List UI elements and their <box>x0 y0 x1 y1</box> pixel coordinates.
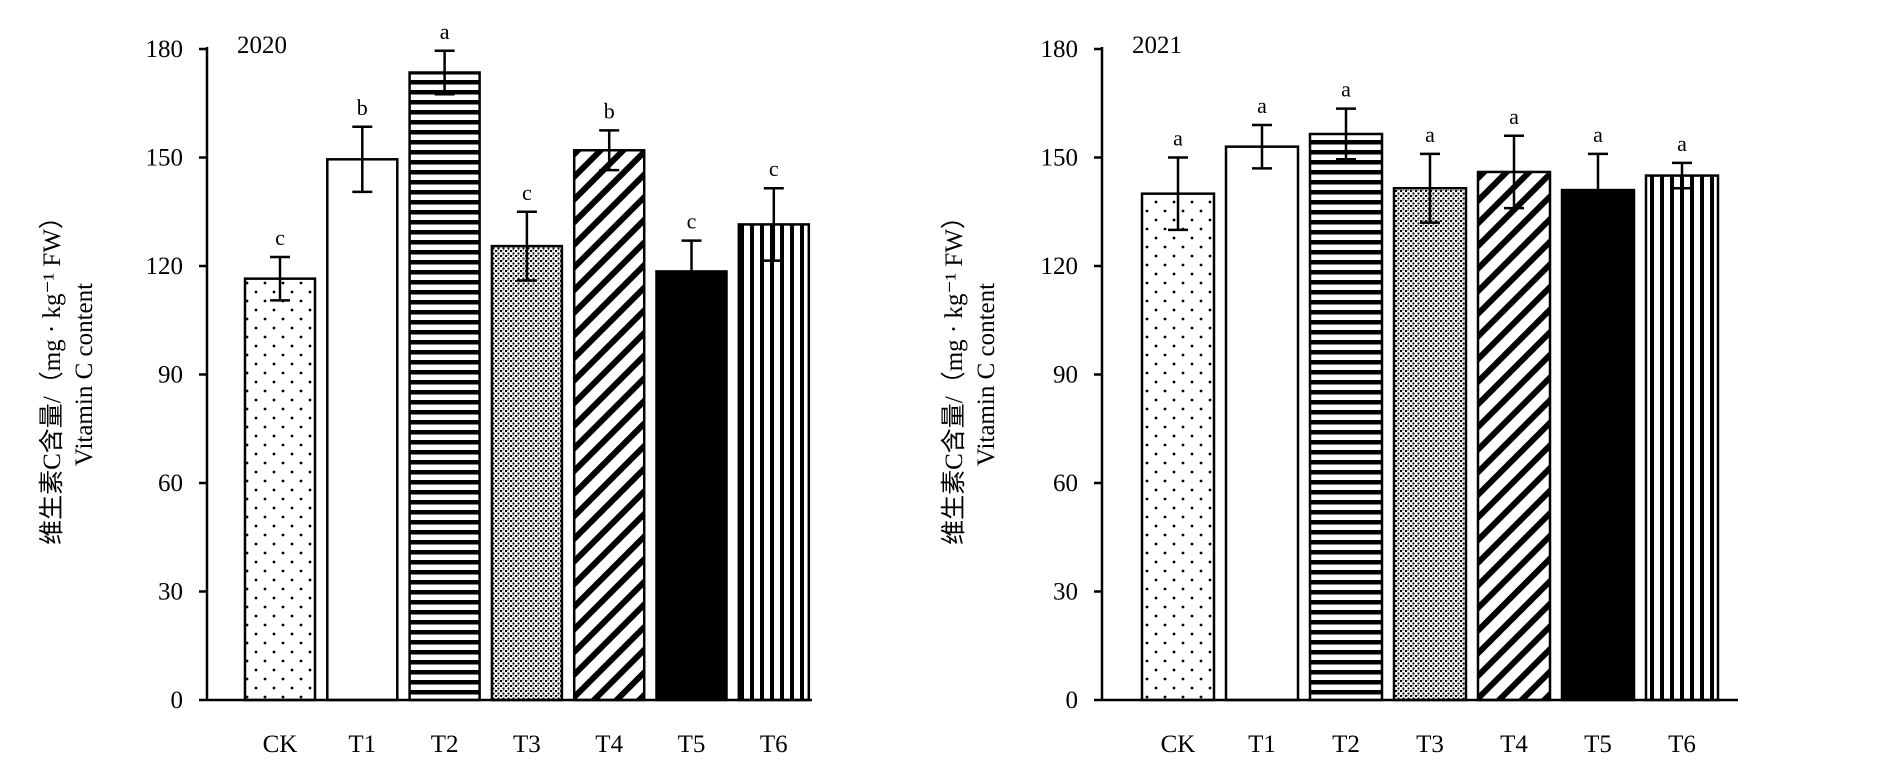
y-tick-label: 60 <box>1053 470 1078 497</box>
bar-T6 <box>737 223 811 702</box>
bar-T4 <box>572 149 646 702</box>
significance-label-T4: a <box>1509 104 1519 129</box>
significance-label-T2: a <box>440 19 450 44</box>
bar-T4 <box>1476 170 1552 702</box>
bar-CK <box>243 277 317 702</box>
bar-T5 <box>655 270 728 702</box>
significance-label-T4: b <box>604 98 615 123</box>
y-axis-label-en: Vitamin C content <box>71 283 98 466</box>
error-bar-T4 <box>1504 134 1524 210</box>
error-bar-T1 <box>1252 123 1272 170</box>
significance-label-T1: a <box>1257 93 1267 118</box>
y-tick-label: 150 <box>146 145 184 172</box>
category-label-T2: T2 <box>431 731 459 758</box>
significance-label-T6: c <box>769 156 779 181</box>
bar-T2 <box>408 71 481 702</box>
category-label-T6: T6 <box>1668 731 1696 758</box>
significance-label-T3: c <box>522 180 532 205</box>
error-bar-T5 <box>1588 152 1608 228</box>
y-tick-label: 0 <box>1066 687 1079 714</box>
significance-label-T3: a <box>1425 122 1435 147</box>
chart-panel-2020: c CK b T1 a T2 c T3 b T4 c T5 c T6 0 30 60 90 120 150 180 202… <box>38 19 812 758</box>
bar-T1 <box>326 158 399 702</box>
category-label-T5: T5 <box>1584 731 1612 758</box>
error-bar-T4 <box>599 129 620 172</box>
bar-T2 <box>1308 132 1384 702</box>
category-label-T6: T6 <box>760 731 788 758</box>
bar-T1 <box>1224 145 1300 702</box>
year-label: 2020 <box>237 32 287 59</box>
chart-panel-2021: a CK a T1 a T2 a T3 a T4 a T5 a T6 0 30 60 90 120 150 180 202… <box>940 32 1738 758</box>
y-tick-label: 60 <box>158 470 183 497</box>
bar-T3 <box>490 244 564 702</box>
y-tick-label: 90 <box>1053 362 1078 389</box>
category-label-T4: T4 <box>595 731 623 758</box>
y-tick-label: 120 <box>1041 253 1079 280</box>
category-label-CK: CK <box>263 731 298 758</box>
error-bar-T2 <box>1336 107 1356 161</box>
year-label: 2021 <box>1132 32 1182 59</box>
error-bar-T2 <box>434 49 455 96</box>
category-label-T5: T5 <box>678 731 706 758</box>
y-axis-label-en: Vitamin C content <box>973 283 1000 466</box>
y-tick-label: 180 <box>146 36 184 63</box>
y-tick-label: 30 <box>1053 579 1078 606</box>
significance-label-CK: c <box>275 225 285 250</box>
category-label-T1: T1 <box>1248 731 1276 758</box>
error-bar-T5 <box>681 239 702 304</box>
y-tick-label: 180 <box>1041 36 1079 63</box>
bar-T5 <box>1560 188 1636 702</box>
error-bar-CK <box>1168 156 1188 232</box>
y-tick-label: 0 <box>171 687 184 714</box>
y-axis-label-cn: 维生素C含量/（mg · kg⁻¹ FW） <box>940 204 968 545</box>
category-label-T4: T4 <box>1500 731 1528 758</box>
category-label-CK: CK <box>1161 731 1196 758</box>
bar-T6 <box>1644 174 1720 702</box>
bar-T3 <box>1392 186 1468 702</box>
significance-label-T5: c <box>687 209 697 234</box>
y-axis-label-cn: 维生素C含量/（mg · kg⁻¹ FW） <box>38 204 66 545</box>
significance-label-T2: a <box>1341 77 1351 102</box>
significance-label-T6: a <box>1677 131 1687 156</box>
error-bar-T3 <box>1420 152 1440 224</box>
bar-CK <box>1140 192 1216 702</box>
y-tick-label: 120 <box>146 253 184 280</box>
y-tick-label: 150 <box>1041 145 1079 172</box>
error-bar-CK <box>270 255 290 302</box>
y-tick-label: 90 <box>158 362 183 389</box>
category-label-T3: T3 <box>513 731 541 758</box>
category-label-T3: T3 <box>1416 731 1444 758</box>
significance-label-T5: a <box>1593 122 1603 147</box>
y-tick-label: 30 <box>158 579 183 606</box>
significance-label-T1: b <box>357 95 368 120</box>
significance-label-CK: a <box>1173 126 1183 151</box>
error-bar-T3 <box>516 210 537 282</box>
error-bar-T1 <box>352 125 373 194</box>
category-label-T1: T1 <box>348 731 376 758</box>
category-label-T2: T2 <box>1332 731 1360 758</box>
error-bar-T6 <box>763 186 784 262</box>
error-bar-T6 <box>1672 161 1692 190</box>
